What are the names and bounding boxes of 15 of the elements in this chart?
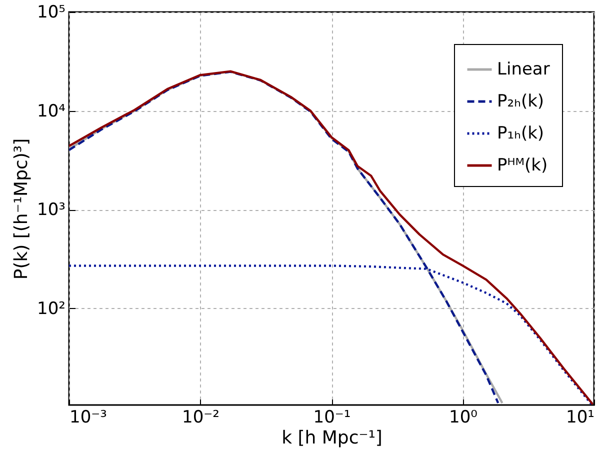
legend-label: Linear: [497, 60, 550, 80]
y-tick-label: 10²: [37, 298, 66, 319]
y-tick-label: 10⁵: [37, 2, 66, 22]
x-tick-label: 10⁻²: [182, 408, 220, 428]
x-tick-label: 10⁻¹: [313, 408, 351, 428]
x-tick-label: 10¹: [566, 408, 594, 428]
y-tick-label: 10⁴: [37, 101, 66, 122]
y-axis-title: P(k) [(h⁻¹Mpc)³]: [11, 138, 32, 280]
y-tick-label: 10³: [37, 200, 66, 220]
x-tick-label: 10⁻³: [70, 408, 107, 428]
x-tick-label: 10⁰: [449, 408, 478, 428]
x-axis-title: k [h Mpc⁻¹]: [282, 428, 382, 448]
legend-label: P₂ₕ(k): [497, 92, 544, 112]
legend-label: Pᴴᴹ(k): [497, 156, 548, 176]
legend-label: P₁ₕ(k): [497, 124, 544, 144]
